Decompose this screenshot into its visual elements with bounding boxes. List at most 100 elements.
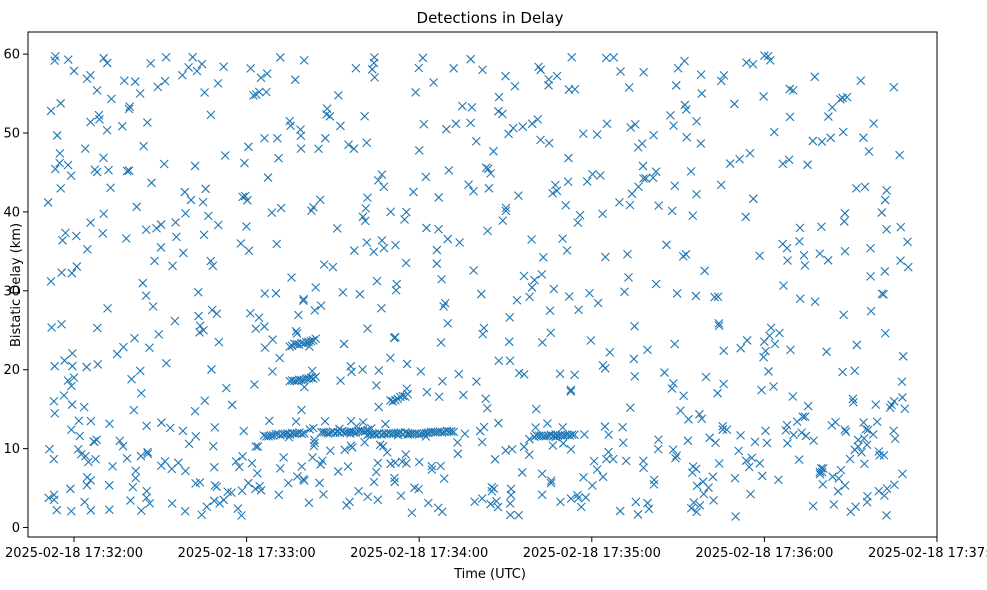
detection-point — [476, 289, 486, 299]
detection-point — [552, 186, 562, 196]
detection-point — [349, 246, 359, 255]
detection-point — [691, 291, 701, 301]
detection-point — [550, 180, 560, 190]
detection-point — [369, 247, 379, 257]
detection-point — [436, 461, 446, 471]
detection-point — [146, 59, 156, 68]
detection-point — [93, 360, 103, 369]
detection-point — [578, 129, 588, 139]
detection-point — [853, 435, 863, 445]
detection-point — [221, 383, 231, 393]
detection-point — [209, 496, 219, 506]
detection-point — [505, 510, 515, 520]
detection-point — [719, 379, 728, 389]
detection-point — [401, 450, 411, 459]
detection-point — [598, 360, 608, 370]
detection-point — [666, 111, 675, 120]
detection-point — [82, 480, 92, 490]
detection-point — [900, 404, 910, 414]
detection-point — [260, 133, 269, 143]
detection-point — [639, 67, 648, 77]
detection-point — [510, 81, 520, 91]
detection-point — [840, 246, 850, 256]
detection-point — [570, 370, 579, 380]
detection-point — [253, 442, 263, 451]
detection-point — [66, 425, 76, 435]
detection-point — [566, 494, 576, 504]
detection-point — [692, 117, 702, 126]
detection-point — [292, 329, 302, 338]
detection-point — [276, 203, 286, 213]
detection-point — [479, 422, 489, 432]
detection-point — [504, 337, 514, 347]
detection-point — [105, 419, 114, 429]
detection-point — [447, 427, 456, 436]
detection-point — [266, 431, 276, 441]
detection-point — [649, 130, 659, 140]
detection-point — [561, 200, 571, 210]
detection-point — [167, 464, 177, 474]
detection-point — [374, 366, 384, 375]
detection-point — [145, 499, 155, 508]
detection-point — [634, 182, 643, 192]
detection-point — [263, 173, 273, 182]
detection-point — [208, 441, 218, 451]
detection-point — [328, 262, 338, 272]
detection-point — [354, 486, 364, 496]
detection-point — [299, 56, 309, 65]
detection-point — [688, 211, 698, 221]
detection-point — [487, 486, 497, 496]
detection-point — [680, 100, 690, 110]
detection-point — [59, 391, 69, 400]
detection-point — [879, 450, 889, 460]
detection-point — [56, 183, 66, 193]
detection-point — [686, 503, 696, 513]
detection-point — [896, 256, 905, 266]
detection-point — [325, 111, 335, 121]
detection-point — [363, 193, 372, 203]
y-tick-label: 30 — [3, 284, 20, 299]
detection-point — [556, 497, 565, 507]
detection-point — [866, 271, 876, 281]
detection-point — [849, 397, 858, 407]
detection-point — [774, 475, 783, 485]
axes-layer: 2025-02-18 17:32:00 2025-02-18 17:33:00 20… — [3, 48, 987, 561]
detection-point — [834, 474, 844, 483]
detection-point — [421, 172, 431, 182]
detection-point — [414, 457, 424, 467]
detection-point — [402, 359, 412, 369]
detection-point — [219, 62, 228, 72]
detection-point — [82, 362, 92, 372]
detection-point — [73, 444, 83, 454]
detection-point — [320, 133, 330, 143]
detection-point — [386, 207, 396, 217]
detection-point — [531, 423, 541, 432]
detection-point — [784, 155, 794, 165]
detection-point — [63, 160, 73, 170]
detection-point — [880, 491, 889, 501]
detection-point — [857, 447, 866, 457]
detection-point — [57, 268, 67, 277]
detection-point — [106, 183, 115, 193]
detection-point — [604, 447, 613, 457]
detection-point — [419, 119, 429, 129]
detection-point — [760, 51, 769, 61]
detection-point — [414, 145, 424, 155]
detection-point — [800, 260, 810, 270]
x-tick-label: 2025-02-18 17:34:00 — [350, 546, 488, 561]
detection-point — [840, 208, 850, 218]
detection-point — [730, 473, 740, 483]
detection-point — [566, 445, 576, 454]
detection-point — [234, 462, 244, 472]
detection-point — [861, 424, 871, 434]
detection-point — [45, 444, 54, 454]
detection-point — [630, 119, 640, 129]
detection-point — [287, 273, 296, 282]
detection-point — [84, 457, 93, 467]
detection-point — [382, 448, 392, 457]
detection-point — [808, 136, 818, 146]
detection-point — [649, 479, 659, 489]
detection-point — [142, 118, 152, 127]
detection-point — [358, 365, 367, 374]
detection-point — [871, 400, 881, 410]
